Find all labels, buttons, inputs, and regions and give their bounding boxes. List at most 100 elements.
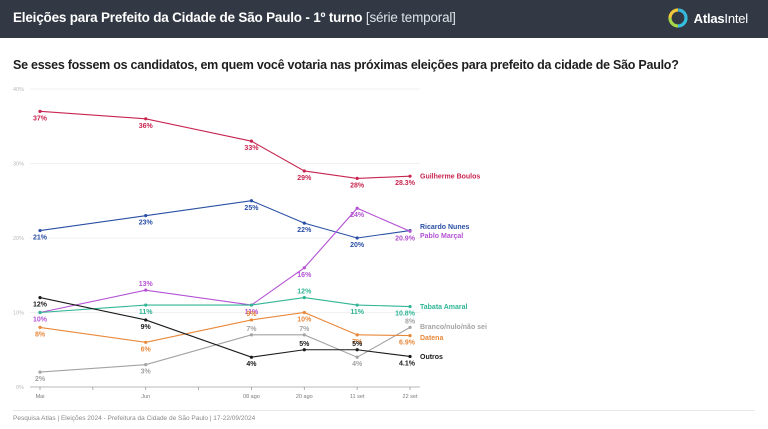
data-label: 11% [139,309,153,316]
data-label: 33% [244,145,259,152]
y-tick-label: 40% [13,87,24,93]
data-point [355,333,359,337]
data-point [249,199,254,203]
data-label: 11% [245,309,259,316]
data-point [408,354,412,359]
data-label: 12% [297,289,312,296]
x-tick-label: 22 set [403,394,418,400]
data-point [144,214,148,218]
data-point [144,318,148,322]
data-label: 28.3% [395,180,416,187]
x-tick-label: 08 ago [243,394,260,400]
data-point [144,117,148,121]
data-point [302,310,306,315]
data-label: 37% [33,115,48,122]
data-label: 6.9% [399,340,416,347]
data-point [302,221,306,225]
data-label: 11% [350,309,364,316]
data-label: 16% [297,272,312,279]
footer-source: Pesquisa Atlas | Eleições 2024 - Prefeit… [13,415,256,422]
data-label: 5% [352,341,363,348]
data-label: 4% [352,361,363,368]
data-point [408,229,412,233]
series-line [39,311,411,343]
line-chart: 0% 10% 20% 30% 40% Mai Jun 08 ago 20 ago 11 set 2… [13,87,487,400]
data-point [302,348,306,352]
data-point [408,325,412,329]
data-label: 7% [299,326,310,333]
series-end-label: Outros [420,354,443,361]
data-point [38,310,42,315]
x-tick-label: Jun [141,394,150,400]
data-point [38,325,42,329]
data-label: 8% [35,331,46,338]
data-label: 29% [297,175,312,182]
data-label: 22% [297,227,312,234]
data-label: 9% [246,311,257,318]
data-point [355,236,359,240]
x-tick-label: Mai [36,394,45,400]
data-point [38,370,42,374]
data-point [302,169,306,173]
data-label: 12% [33,302,48,309]
data-label: 4% [246,361,257,368]
data-point [249,355,254,359]
series-line [39,297,411,314]
data-point [38,296,42,300]
data-point [355,348,359,352]
data-label: 7% [246,326,257,333]
chart-question: Se esses fossem os candidatos, em quem v… [13,58,679,72]
data-point [249,303,254,307]
data-label: 10% [33,317,48,324]
series-end-labels: Guilherme Boulos Ricardo Nunes Pablo Marça… [420,174,487,361]
data-label: 23% [139,220,154,227]
data-point [38,228,42,233]
data-point [355,176,359,180]
series-line [39,110,411,179]
series-end-label: Guilherme Boulos [420,174,480,181]
series-end-label: Pablo Marçal [420,233,463,240]
brand-name-light: Intel [724,10,748,26]
series-line [39,326,411,373]
series-end-label: Ricardo Nunes [420,224,470,231]
data-label: 7% [352,339,363,346]
data-label: 6% [141,346,152,353]
data-label: 9% [141,324,152,331]
brand-name: AtlasIntel [693,10,749,26]
data-point [144,303,148,307]
brand-name-bold: Atlas [693,10,725,26]
data-point [408,333,412,338]
y-tick-label: 30% [13,162,24,168]
header-bar: Eleições para Prefeito da Cidade de São … [0,0,768,38]
data-point [355,206,359,210]
data-point [408,174,412,178]
page-title-subtitle: [série temporal] [365,10,456,25]
data-label: 25% [244,205,259,212]
y-tick-label: 20% [13,236,24,242]
data-label: 4.1% [399,360,416,367]
data-point [355,303,359,307]
data-label: 28% [350,182,365,189]
data-point [355,355,359,359]
data-label: 24% [350,212,365,219]
series-line [39,207,411,314]
data-labels: 37% 36% 33% 29% 28% 28.3% 21% 23% 25% 22% 20% 10% 13… [33,115,416,383]
brand: AtlasIntel [668,8,748,28]
data-label: 5% [299,341,310,348]
data-label: 3% [141,369,152,376]
x-tick-label: 11 set [350,394,365,400]
data-point [249,333,254,337]
data-label: 10% [297,317,312,324]
data-point [302,266,306,270]
page-title: Eleições para Prefeito da Cidade de São … [13,10,456,25]
series-end-label: Branco/nulo/não sei [420,324,487,331]
series-lines [38,109,412,374]
series-end-label: Datena [420,335,443,342]
series-end-label: Tabata Amaral [420,304,468,311]
y-tick-label: 10% [13,311,24,317]
data-label: 2% [35,376,46,383]
data-point [249,139,254,143]
data-label: 13% [139,281,154,288]
x-axis: Mai Jun 08 ago 20 ago 11 set 22 set [30,386,420,400]
data-point [302,296,306,300]
